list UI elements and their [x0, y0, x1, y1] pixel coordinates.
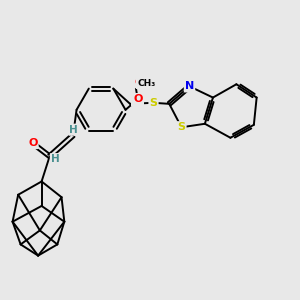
- Text: O: O: [133, 94, 142, 104]
- Text: H: H: [69, 125, 78, 135]
- Text: CH₃: CH₃: [137, 79, 155, 88]
- Text: S: S: [149, 98, 158, 108]
- Text: H: H: [51, 154, 60, 164]
- Text: O: O: [28, 138, 38, 148]
- Text: O: O: [134, 78, 142, 87]
- Text: O: O: [133, 94, 142, 104]
- Text: N: N: [185, 81, 194, 92]
- Text: S: S: [178, 122, 185, 132]
